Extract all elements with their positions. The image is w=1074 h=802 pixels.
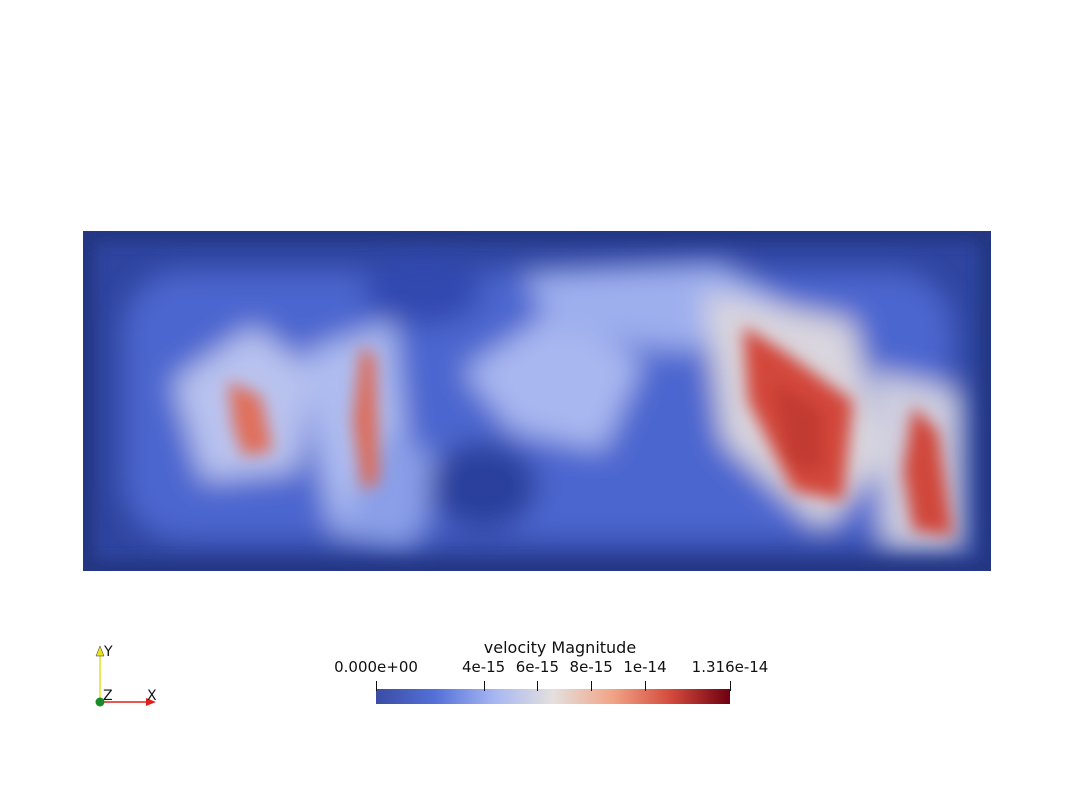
orientation-axes: Y Z X [95,644,157,707]
color-legend-tick-mark [537,681,539,691]
y-axis-arrow [95,645,105,657]
z-axis-label: Z [103,688,113,704]
color-legend-tick-label: 4e-15 [461,658,506,676]
color-legend-bar [376,689,730,704]
color-legend-max-label: 1.316e-14 [691,658,769,676]
color-legend-tick-mark [483,681,485,691]
color-legend-tick-mark [376,681,377,691]
color-legend: velocity Magnitude 0.000e+00 4e-15 6e-15 8e… [300,630,820,720]
x-axis-label: X [147,688,157,704]
y-axis-label: Y [103,644,113,660]
color-legend-min-label: 0.000e+00 [334,658,418,676]
color-legend-tick-mark [644,681,646,691]
color-legend-title: velocity Magnitude [483,638,637,657]
z-axis-dot [95,697,105,707]
color-legend-tick-mark [591,681,593,691]
x-axis-arrow [146,698,156,706]
color-legend-tick-label: 8e-15 [569,658,613,676]
color-legend-tick-label: 6e-15 [515,658,560,676]
color-legend-tick-label: 1e-14 [623,658,667,676]
color-legend-tick-mark [730,681,731,691]
velocity-field-plot [83,231,991,571]
